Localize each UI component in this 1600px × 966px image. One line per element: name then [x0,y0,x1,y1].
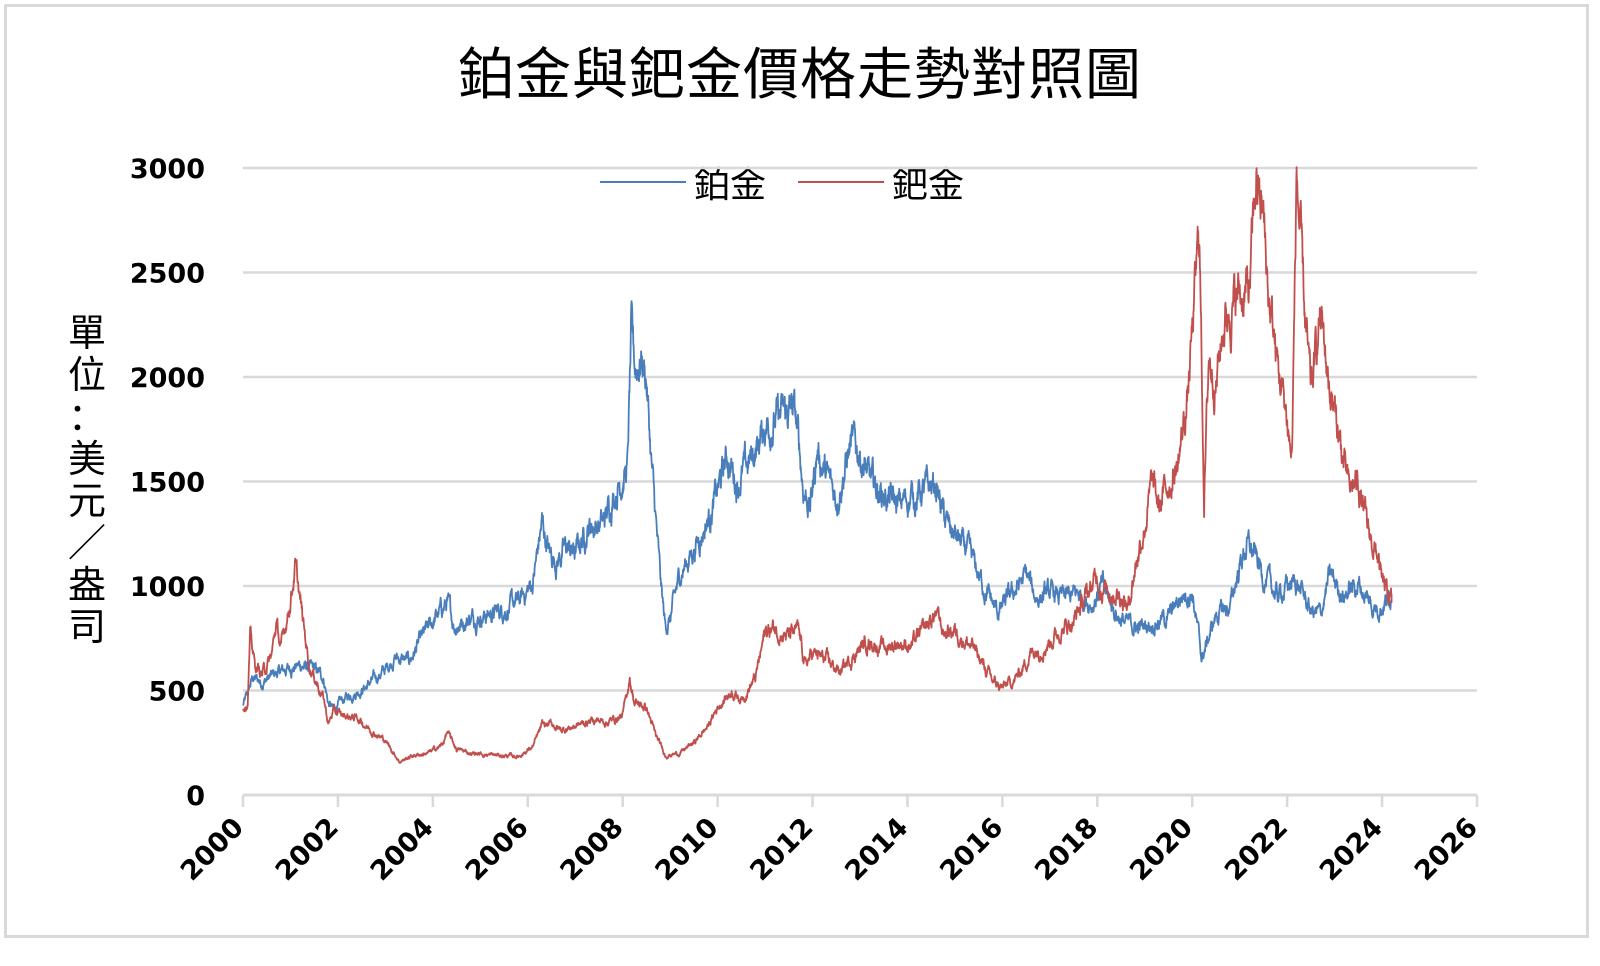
y-tick-label: 500 [149,677,205,708]
y-tick-label: 1500 [130,468,205,499]
y-axis-label-char: 司 [67,605,106,649]
x-tick-label: 2020 [1124,812,1199,887]
y-axis-label-char: 單 [67,311,106,355]
legend: 鉑金 鈀金 [600,160,996,206]
x-tick-label: 2008 [555,812,630,887]
y-tick-label: 1000 [130,572,205,603]
x-tick-label: 2014 [839,812,914,887]
legend-line-palladium [798,181,885,183]
y-axis-label: 單位：美元／盎司 [62,312,112,648]
legend-item-palladium: 鈀金 [798,156,964,208]
y-axis-label-char: 美 [67,437,106,481]
x-tick-label: 2018 [1029,812,1104,887]
legend-label-palladium: 鈀金 [892,165,965,206]
legend-label-platinum: 鉑金 [694,165,767,206]
y-tick-label: 2500 [130,259,205,290]
x-tick-label: 2024 [1314,812,1389,887]
chart-frame [4,4,1589,938]
chart-title: 鉑金與鈀金價格走勢對照圖 [458,43,1142,108]
series-line-palladium [242,166,1393,764]
series-line-platinum [242,300,1393,713]
y-tick-label: 2000 [130,363,205,394]
y-axis-label-char: 元 [67,479,106,523]
y-tick-label: 3000 [130,154,205,185]
x-tick-label: 2026 [1409,812,1484,887]
x-tick-label: 2006 [460,812,535,887]
legend-item-platinum: 鉑金 [600,156,766,208]
x-tick-label: 2010 [650,812,725,887]
y-axis-label-char: 位 [67,353,106,397]
x-tick-label: 2012 [744,812,819,887]
legend-line-platinum [600,181,686,183]
x-tick-label: 2000 [175,812,250,887]
x-tick-label: 2022 [1219,812,1294,887]
y-axis-label-char: 盎 [67,563,106,607]
y-axis-label-char: ／ [67,521,106,565]
x-tick-label: 2016 [934,812,1009,887]
y-tick-label: 0 [186,781,205,812]
y-axis-label-char: ： [67,395,106,439]
x-tick-label: 2004 [365,812,440,887]
x-tick-label: 2002 [270,812,345,887]
